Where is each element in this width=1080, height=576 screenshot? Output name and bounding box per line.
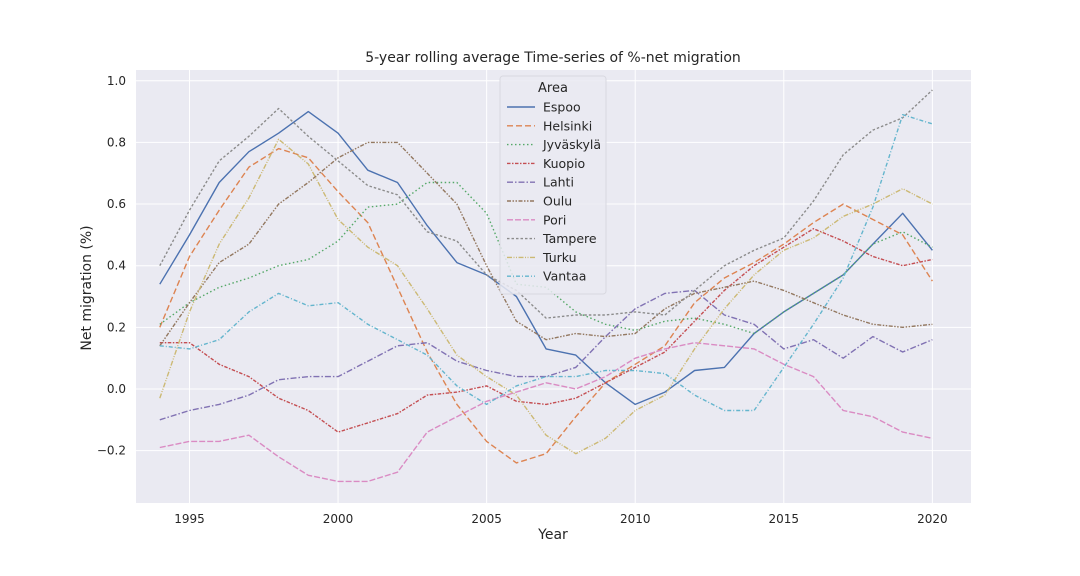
legend-label: Helsinki bbox=[543, 118, 592, 133]
y-tick-label: −0.2 bbox=[97, 444, 126, 458]
y-tick-label: 0.4 bbox=[107, 259, 126, 273]
chart-title: 5-year rolling average Time-series of %-… bbox=[365, 50, 741, 66]
series-line-pori bbox=[159, 342, 933, 483]
legend-label: Oulu bbox=[543, 194, 572, 209]
x-tick-label: 2010 bbox=[620, 512, 651, 526]
x-tick-label: 2000 bbox=[323, 512, 354, 526]
y-tick-labels: −0.2 0.0 0.2 0.4 0.6 0.8 1.0 bbox=[97, 74, 126, 458]
legend-label: Tampere bbox=[542, 231, 597, 246]
legend-label: Vantaa bbox=[543, 269, 586, 284]
legend-label: Turku bbox=[542, 250, 577, 265]
legend-label: Kuopio bbox=[543, 156, 585, 171]
legend-box bbox=[499, 75, 607, 295]
series-line-jyv-skyl- bbox=[159, 181, 933, 335]
series-line-vantaa bbox=[159, 113, 933, 412]
x-tick-label: 1995 bbox=[174, 512, 205, 526]
y-tick-label: 0.8 bbox=[107, 135, 126, 149]
series-line-kuopio bbox=[159, 227, 933, 433]
series-line-helsinki bbox=[159, 147, 933, 464]
y-axis-label: Net migration (%) bbox=[79, 225, 95, 350]
y-tick-label: 0.0 bbox=[107, 382, 126, 396]
series-line-lahti bbox=[159, 289, 933, 421]
legend-label: Espoo bbox=[543, 100, 581, 115]
y-tick-label: 0.6 bbox=[107, 197, 126, 211]
legend-label: Lahti bbox=[543, 175, 574, 190]
x-tick-label: 2005 bbox=[471, 512, 502, 526]
x-axis-label: Year bbox=[537, 527, 568, 543]
series-line-oulu bbox=[159, 141, 933, 347]
series-line-tampere bbox=[159, 89, 933, 319]
x-tick-labels: 1995 2000 2005 2010 2015 2020 bbox=[174, 512, 947, 526]
legend-label: Pori bbox=[543, 212, 566, 227]
series-lines bbox=[159, 89, 933, 483]
series-line-turku bbox=[159, 138, 933, 455]
y-tick-label: 1.0 bbox=[107, 74, 126, 88]
legend: Area Espoo Helsinki Jyväskylä Kuopio Lahti Oul… bbox=[499, 75, 607, 295]
legend-title: Area bbox=[538, 81, 568, 96]
x-tick-label: 2020 bbox=[917, 512, 948, 526]
x-tick-label: 2015 bbox=[769, 512, 800, 526]
legend-label: Jyväskylä bbox=[542, 137, 601, 152]
y-tick-label: 0.2 bbox=[107, 320, 126, 334]
